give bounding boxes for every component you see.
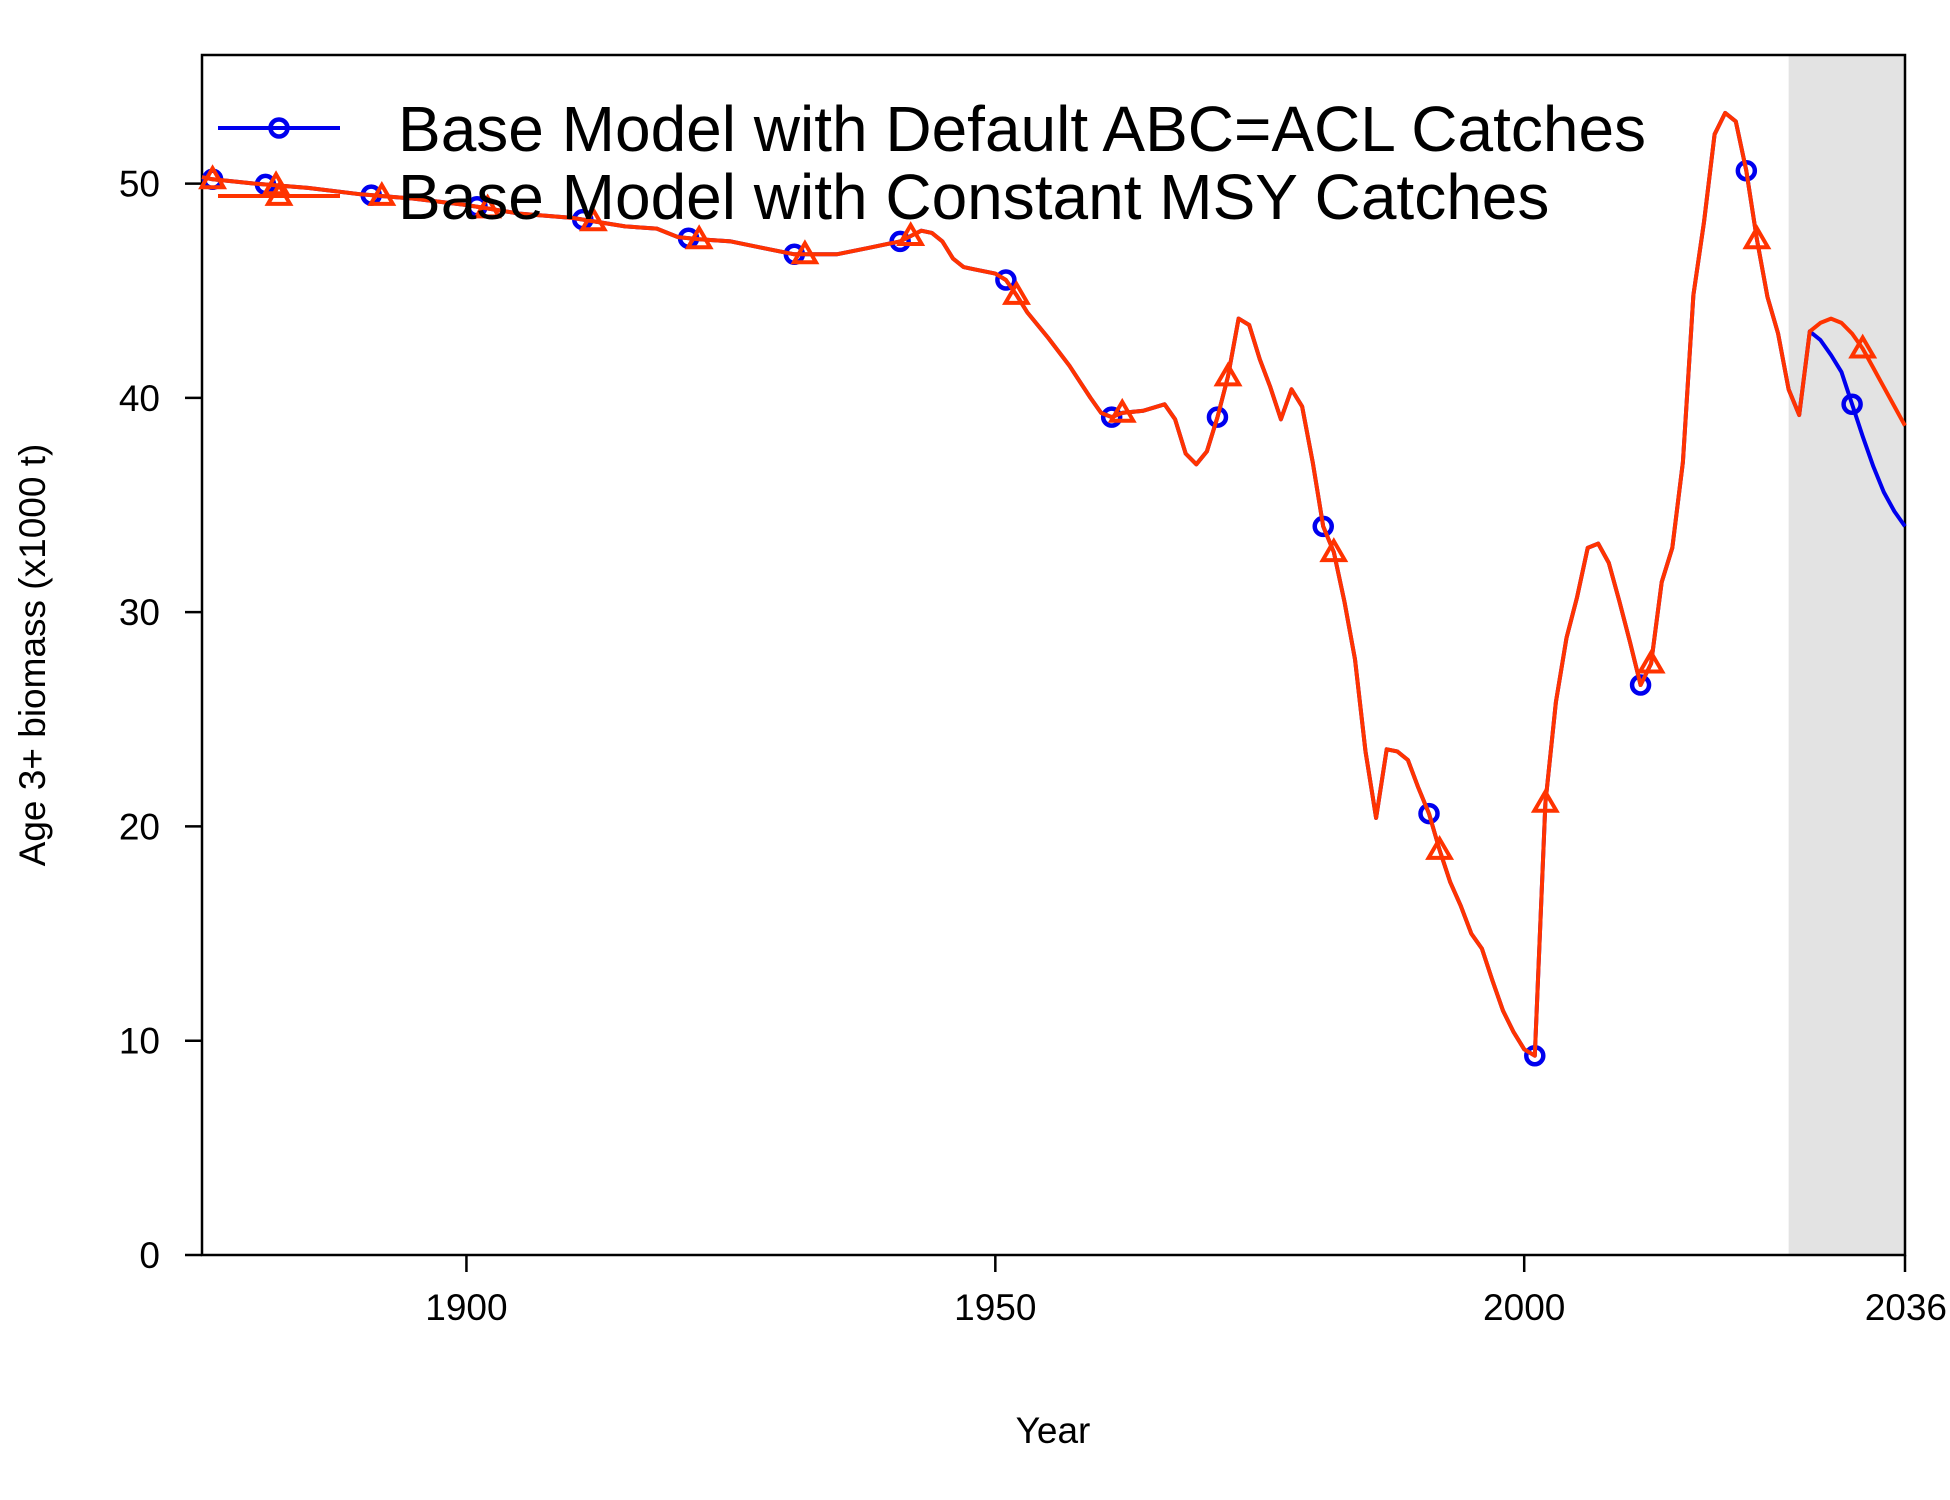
x-tick-label: 1950: [954, 1287, 1036, 1328]
series-point-msy: [1002, 280, 1031, 305]
series-point-msy: [790, 239, 820, 265]
x-axis-title: Year: [1016, 1410, 1091, 1451]
series-point-msy: [896, 221, 926, 246]
y-tick-label: 40: [119, 378, 160, 419]
series-point-abc-acl: [995, 269, 1017, 291]
series-group: [198, 110, 1907, 1067]
series-point-msy: [1319, 537, 1349, 563]
series-point-msy: [198, 164, 228, 190]
series-point-msy: [367, 181, 397, 206]
legend-label-2: Base Model with Constant MSY Catches: [398, 161, 1549, 233]
y-tick-label: 20: [119, 806, 160, 847]
series-line-msy: [201, 110, 1907, 1058]
series-point-msy: [1425, 835, 1455, 860]
legend: Base Model with Default ABC=ACL CatchesB…: [218, 93, 1646, 233]
series-point-abc-acl: [1841, 393, 1863, 416]
y-tick-label: 0: [139, 1235, 160, 1276]
y-tick-label: 30: [119, 592, 160, 633]
forecast-region: [1788, 55, 1905, 1255]
series-point-msy: [578, 206, 608, 232]
series-point-msy: [1213, 361, 1243, 387]
x-tick-label: 2036: [1865, 1287, 1947, 1328]
series-point-msy: [1107, 397, 1137, 423]
series-point-msy: [1742, 224, 1772, 250]
legend-marker-2: [264, 181, 294, 206]
series-point-msy: [1530, 787, 1560, 813]
series-point-abc-acl: [1100, 406, 1123, 428]
x-tick-label: 1900: [425, 1287, 507, 1328]
axes: 1900 1950 2000 2036 0 10 20 30 40 50: [119, 164, 1947, 1328]
series-line-abc-acl: [201, 110, 1907, 1058]
y-axis-title: Age 3+ biomass (x1000 t): [12, 444, 53, 867]
forecast-shading: [1788, 55, 1905, 1255]
x-tick-label: 2000: [1483, 1287, 1565, 1328]
series-point-abc-acl: [1206, 406, 1229, 428]
y-tick-label: 50: [119, 164, 160, 205]
series-point-msy: [684, 224, 714, 250]
series-point-msy: [473, 193, 503, 219]
legend-marker-1: [268, 117, 290, 139]
y-tick-label: 10: [119, 1021, 160, 1062]
series-point-abc-acl: [1418, 802, 1440, 825]
series-point-msy: [1848, 333, 1878, 359]
plot-frame: [200, 53, 1907, 1257]
legend-label-1: Base Model with Default ABC=ACL Catches: [398, 93, 1646, 165]
series-point-msy: [1636, 648, 1666, 674]
